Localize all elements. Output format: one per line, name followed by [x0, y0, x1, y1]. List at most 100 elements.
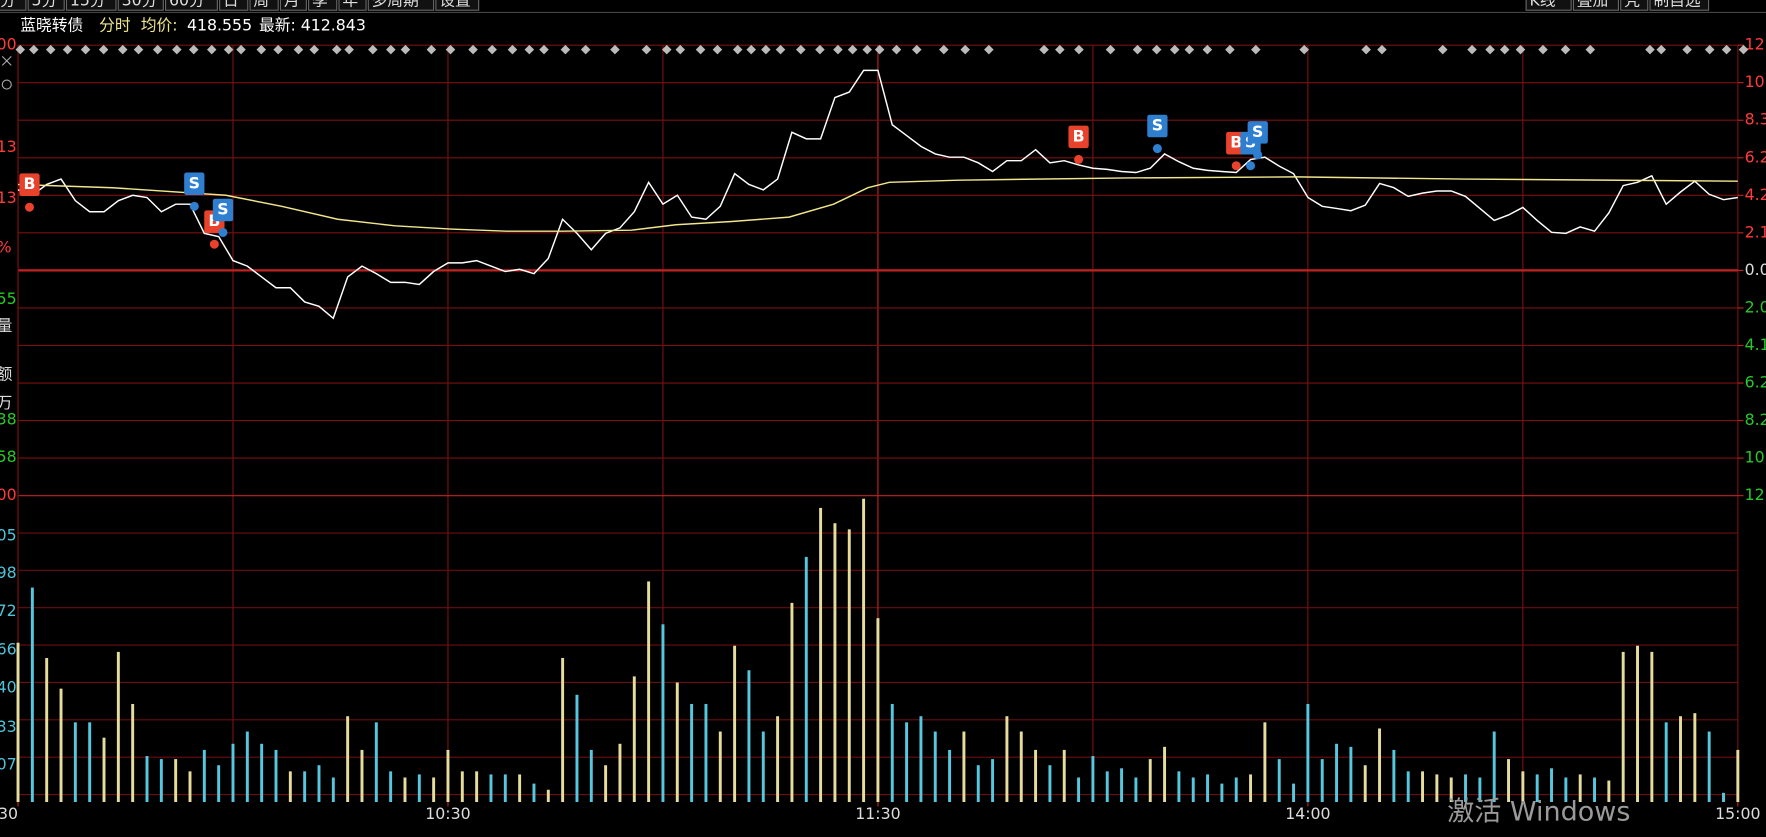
signal-badge [184, 172, 205, 196]
signal-diamond [15, 44, 26, 55]
signal-badge [1068, 125, 1089, 149]
toolbar-button[interactable] [27, 0, 65, 11]
x-tick-label: 15:00 [1715, 804, 1760, 823]
volume-bar [733, 645, 737, 802]
volume-bar [876, 618, 880, 802]
volume-bar [546, 789, 550, 802]
toolbar-button[interactable] [219, 0, 249, 11]
volume-bar [116, 651, 120, 802]
left-axis-label: 00 [0, 485, 17, 504]
volume-bar [346, 716, 350, 802]
toolbar-label[interactable]: 15分 [70, 0, 106, 10]
left-axis-label: 13 [0, 188, 17, 207]
toolbar-label[interactable]: 60分 [169, 0, 205, 10]
signal-badge [19, 173, 40, 196]
volume-bar [1736, 749, 1740, 802]
volume-bar [976, 765, 980, 802]
toolbar-button[interactable] [367, 0, 435, 11]
toolbar-label[interactable]: 设置 [439, 0, 471, 10]
volume-bar [690, 703, 694, 802]
volume-bar [532, 783, 536, 802]
signal-diamond [133, 44, 144, 55]
volume-bar [1378, 728, 1382, 802]
volume-bar [403, 777, 407, 802]
toolbar-button[interactable] [279, 0, 307, 11]
volume-bar [1320, 759, 1324, 802]
toolbar-label[interactable]: 分 [0, 0, 16, 10]
left-axis-label: 13 [0, 137, 17, 156]
header-avg-value: 418.555 [187, 15, 252, 34]
toolbar-label[interactable]: 月 [284, 0, 300, 10]
toolbar-label[interactable]: 凭 [1624, 0, 1640, 10]
average-price-line [17, 176, 1738, 232]
signal-label: S [1152, 116, 1163, 135]
toolbar-label[interactable]: 5分 [32, 0, 58, 10]
toolbar-label[interactable]: K线 [1529, 0, 1555, 10]
volume-bar [862, 498, 866, 802]
left-axis-label: 58 [0, 447, 17, 466]
y-tick-label: 8.3 [1745, 110, 1766, 129]
volume-bar [446, 749, 450, 802]
toolbar-button[interactable] [338, 0, 367, 11]
toolbar-label[interactable]: 叠加 [1577, 0, 1608, 10]
volume-bar [1277, 759, 1281, 802]
signal-diamond [331, 44, 342, 55]
toolbar-button[interactable] [0, 0, 27, 11]
toolbar-button[interactable] [117, 0, 164, 11]
volume-bar [604, 765, 608, 802]
toolbar-button[interactable] [308, 0, 338, 11]
volume-bar [1421, 771, 1425, 802]
volume-bar [274, 749, 278, 802]
volume-bar [1249, 774, 1253, 802]
signal-dot [189, 201, 199, 211]
volume-bar [1034, 749, 1038, 802]
volume-bar [1607, 780, 1611, 802]
volume-bar [905, 722, 909, 802]
volume-bar [59, 688, 63, 802]
volume-bar [575, 694, 579, 802]
volume-bar [1521, 771, 1525, 802]
settings-icon[interactable] [1, 79, 12, 90]
toolbar-label[interactable]: 年 [342, 0, 358, 10]
signal-badge [1147, 114, 1168, 138]
volume-bar [145, 756, 149, 802]
y-tick-label: 2.1 [1745, 222, 1766, 241]
toolbar-label[interactable]: 制自选 [1653, 0, 1700, 10]
volume-bar [561, 658, 565, 802]
toolbar-label[interactable]: 季 [312, 0, 328, 10]
toolbar-button[interactable] [1620, 0, 1649, 11]
volume-bar [1507, 759, 1510, 802]
left-axis-label: 33 [0, 717, 17, 736]
signal-diamond [1074, 44, 1084, 55]
left-axis-label: 额 [0, 365, 13, 384]
volume-bar [1650, 651, 1654, 802]
toolbar-label[interactable]: 日 [223, 0, 239, 10]
signal-dot [1231, 161, 1241, 171]
volume-bar [1636, 645, 1639, 802]
volume-bar [1091, 756, 1095, 802]
toolbar-button[interactable] [435, 0, 480, 11]
toolbar-button[interactable] [1572, 0, 1620, 11]
toolbar-button[interactable] [249, 0, 279, 11]
volume-bar [1148, 759, 1152, 802]
signal-badge [1247, 121, 1268, 144]
toolbar-label[interactable]: 周 [253, 0, 269, 10]
toolbar-button[interactable] [164, 0, 218, 11]
volume-bar [1335, 743, 1339, 802]
close-icon[interactable] [1, 56, 12, 66]
signal-dot [209, 239, 219, 249]
toolbar-label[interactable]: 多周期 [372, 0, 419, 10]
toolbar-button[interactable] [65, 0, 117, 11]
toolbar-button[interactable] [1525, 0, 1572, 11]
left-axis-label: % [0, 237, 12, 256]
volume-bar [88, 722, 92, 802]
toolbar-label[interactable]: 30分 [122, 0, 158, 10]
toolbar-button[interactable] [1649, 0, 1710, 11]
volume-bar [16, 642, 20, 802]
header-last-label: 最新: [259, 15, 296, 34]
left-axis-label: 98 [0, 563, 17, 582]
volume-bar [1349, 746, 1353, 802]
volume-bar [1062, 749, 1066, 802]
